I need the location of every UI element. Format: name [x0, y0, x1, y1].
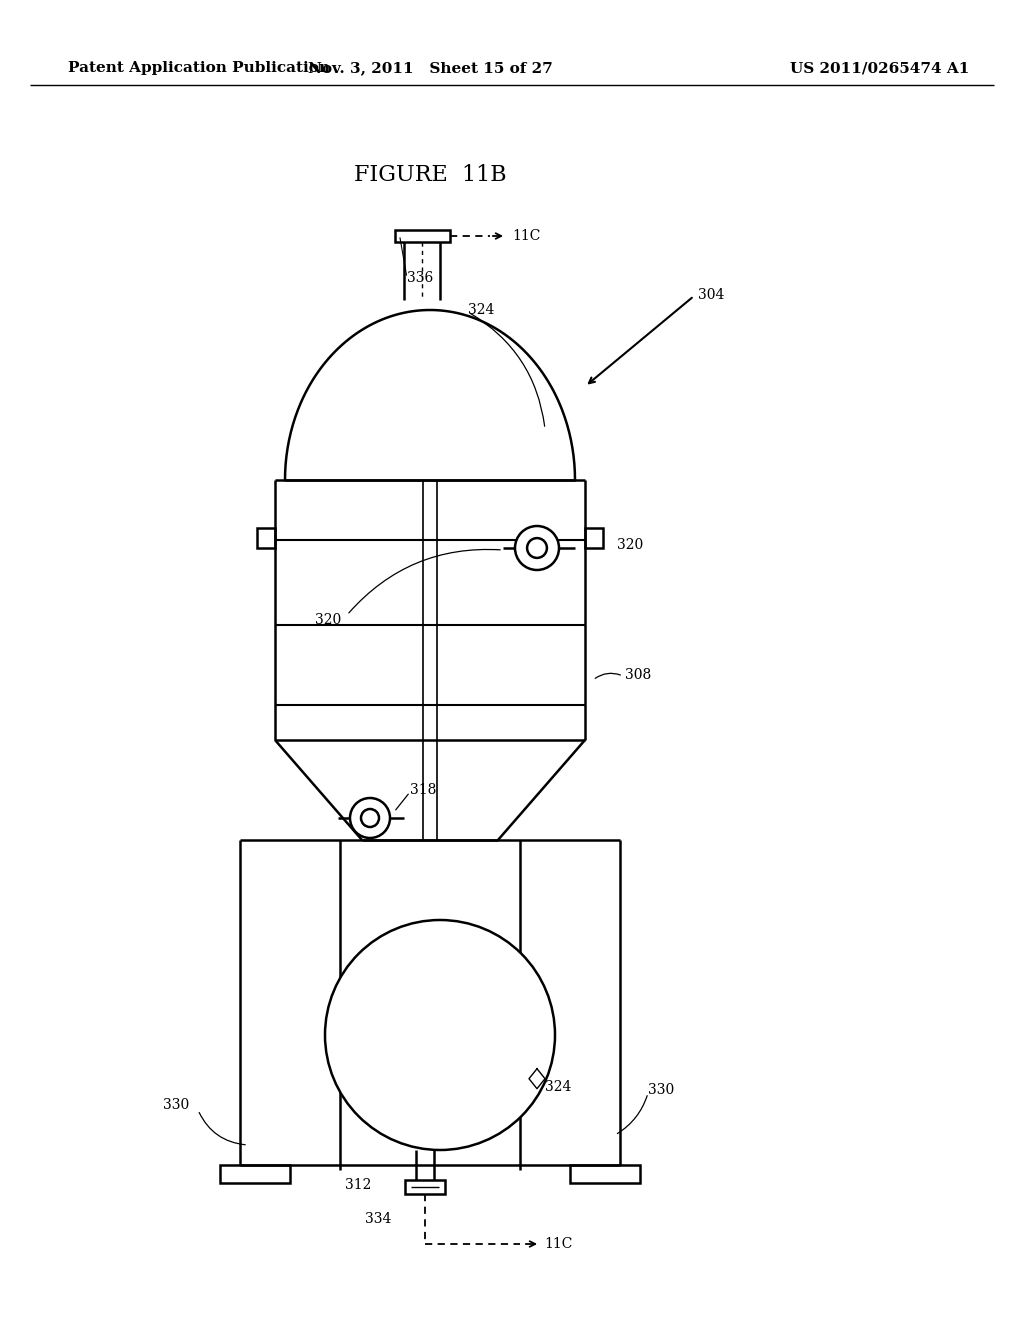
Bar [220, 1166, 290, 1183]
Text: US 2011/0265474 A1: US 2011/0265474 A1 [791, 61, 970, 75]
Text: 324: 324 [468, 304, 495, 317]
Text: 334: 334 [365, 1212, 391, 1226]
Circle shape [515, 525, 559, 570]
Circle shape [325, 920, 555, 1150]
Text: 312: 312 [345, 1177, 372, 1192]
Circle shape [361, 809, 379, 828]
Text: 304: 304 [698, 288, 724, 302]
Bar [570, 1166, 640, 1183]
Text: 330: 330 [163, 1098, 189, 1111]
Bar [585, 528, 603, 548]
Text: Nov. 3, 2011   Sheet 15 of 27: Nov. 3, 2011 Sheet 15 of 27 [307, 61, 552, 75]
Circle shape [350, 799, 390, 838]
Text: 324: 324 [545, 1080, 571, 1094]
Text: 318: 318 [410, 783, 436, 797]
Text: 336: 336 [407, 271, 433, 285]
Text: 308: 308 [625, 668, 651, 682]
Text: 320: 320 [617, 539, 643, 552]
Text: 330: 330 [648, 1082, 674, 1097]
Circle shape [527, 539, 547, 558]
Text: FIGURE  11B: FIGURE 11B [353, 164, 506, 186]
Text: 320: 320 [315, 612, 341, 627]
Bar [406, 1180, 445, 1195]
Bar [394, 230, 450, 242]
Text: 11C: 11C [544, 1237, 572, 1251]
Text: Patent Application Publication: Patent Application Publication [68, 61, 330, 75]
Text: 11C: 11C [512, 228, 541, 243]
Bar [257, 528, 275, 548]
